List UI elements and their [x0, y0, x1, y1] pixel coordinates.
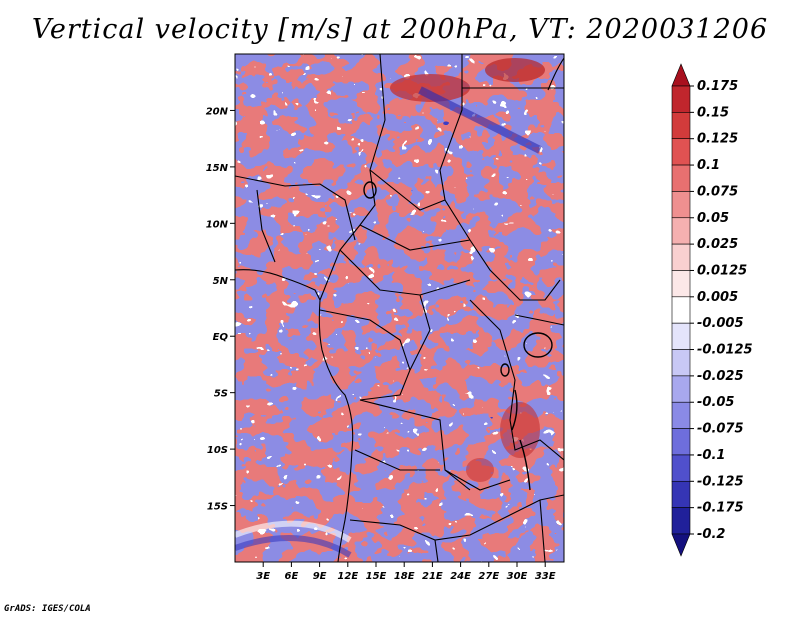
lon-tick-label: 12E: [337, 571, 358, 582]
colorbar-label: -0.125: [697, 474, 744, 489]
strong-ascent-patch: [466, 458, 494, 482]
lat-tick-label: 15N: [206, 163, 229, 174]
colorbar-label: 0.025: [697, 237, 738, 252]
colorbar-label: -0.175: [697, 501, 744, 516]
map-plot-area: [235, 54, 564, 562]
colorbar-segment: [671, 243, 691, 271]
lat-tick-label: 5S: [214, 389, 228, 400]
colorbar-label: 0.175: [697, 79, 738, 94]
colorbar-segment: [671, 164, 691, 192]
colorbar-segment: [671, 533, 691, 557]
colorbar-segment: [671, 138, 691, 166]
map-title: Vertical velocity [m/s] at 200hPa, VT: 2…: [31, 14, 769, 45]
colorbar-label: -0.05: [697, 395, 734, 410]
colorbar-label: -0.2: [697, 527, 725, 542]
colorbar-label: -0.0125: [697, 343, 753, 358]
colorbar: 0.175 0.15 0.125 0.1 0.075 0.05 0.025 0.0125 0.0…: [671, 63, 753, 557]
lat-tick-label: 20N: [206, 106, 229, 117]
colorbar-segment: [671, 507, 691, 535]
colorbar-segment: [671, 480, 691, 508]
lon-tick-label: 15E: [366, 571, 387, 582]
colorbar-segment: [671, 85, 691, 113]
strong-descent-band: [418, 86, 542, 154]
colorbar-label: 0.005: [697, 290, 738, 305]
lon-tick-label: 27E: [478, 571, 499, 582]
colorbar-segment: [671, 296, 691, 324]
strong-ascent-patch: [390, 74, 470, 102]
colorbar-label: -0.005: [697, 316, 744, 331]
lat-tick-label: 15S: [207, 502, 228, 513]
lon-tick-label: 6E: [285, 571, 299, 582]
colorbar-segment: [671, 428, 691, 456]
lat-tick-label: 5N: [213, 276, 229, 287]
software-credit: GrADS: IGES/COLA: [4, 604, 91, 614]
colorbar-label: 0.15: [697, 105, 729, 120]
longitude-ticks: 3E 6E 9E 12E 15E 18E 21E 24E 27E 30E 33E: [256, 562, 556, 582]
colorbar-segment: [671, 270, 691, 298]
lat-tick-label: 10N: [206, 219, 229, 230]
colorbar-label: -0.1: [697, 448, 725, 463]
lat-tick-label: 10S: [207, 445, 228, 456]
lon-tick-label: 18E: [394, 571, 415, 582]
lat-tick-label: EQ: [213, 332, 229, 343]
strong-ascent-patch: [500, 402, 540, 458]
colorbar-label: 0.075: [697, 184, 738, 199]
field-near-zero-pattern: [235, 54, 564, 562]
lon-tick-label: 30E: [507, 571, 528, 582]
colorbar-label: 0.05: [697, 211, 729, 226]
latitude-ticks: 20N 15N 10N 5N EQ 5S 10S 15S: [206, 106, 235, 513]
lakes: [363, 181, 553, 491]
country-borders: [235, 54, 564, 562]
lon-tick-label: 24E: [450, 571, 471, 582]
lon-tick-label: 33E: [535, 571, 556, 582]
lon-tick-label: 9E: [313, 571, 327, 582]
colorbar-label: 0.1: [697, 158, 720, 173]
near-zero-band: [235, 520, 352, 543]
map-frame: [234, 53, 565, 563]
colorbar-label: -0.025: [697, 369, 744, 384]
strong-descent-band: [235, 535, 352, 558]
colorbar-label: -0.075: [697, 422, 744, 437]
colorbar-segment: [671, 401, 691, 429]
colorbar-segment: [671, 375, 691, 403]
lon-tick-label: 21E: [422, 571, 443, 582]
colorbar-segment: [671, 191, 691, 219]
lon-tick-label: 3E: [256, 571, 270, 582]
colorbar-label: 0.125: [697, 132, 738, 147]
colorbar-label: 0.0125: [697, 263, 747, 278]
colorbar-segment: [671, 349, 691, 377]
colorbar-segment: [671, 217, 691, 245]
colorbar-segment: [671, 63, 691, 87]
colorbar-segment: [671, 112, 691, 140]
strong-ascent-patch: [485, 58, 545, 82]
colorbar-segment: [671, 454, 691, 482]
colorbar-segment: [671, 322, 691, 350]
